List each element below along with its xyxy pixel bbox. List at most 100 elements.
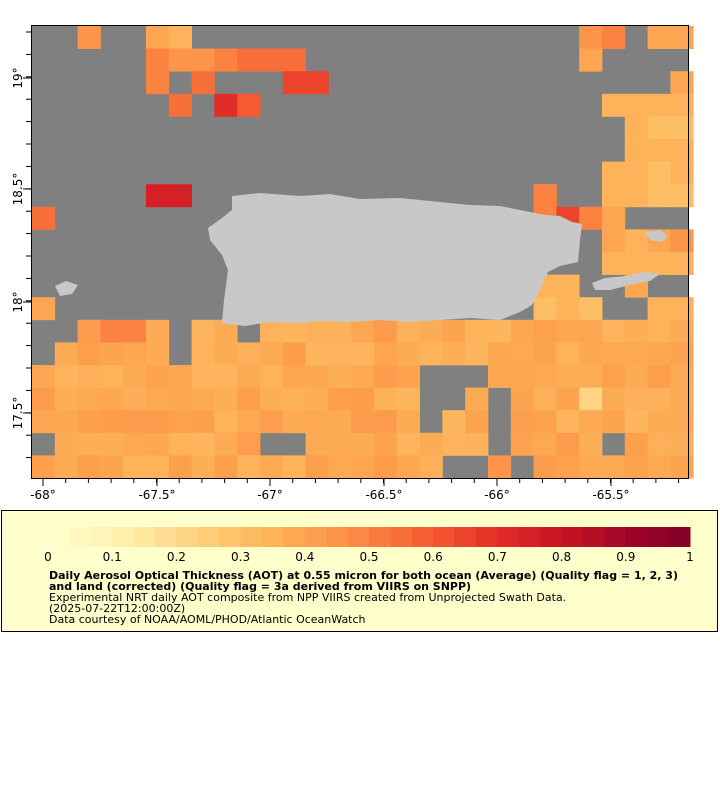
- x-tick-label: -68°: [30, 488, 56, 500]
- aot-cell: [647, 432, 671, 456]
- colorbar-block: [155, 527, 177, 547]
- aot-cell: [624, 252, 648, 275]
- colorbar-block: [454, 527, 477, 547]
- aot-cell: [374, 410, 398, 434]
- aot-cell: [146, 365, 170, 388]
- aot-cell: [624, 365, 648, 388]
- aot-cell: [328, 365, 352, 388]
- colorbar-block: [390, 527, 413, 547]
- colorbar-block: [433, 527, 456, 547]
- colorbar-tick-label: 0.9: [616, 550, 635, 564]
- aot-cell: [168, 365, 192, 388]
- aot-cell: [168, 26, 192, 49]
- aot-cell: [305, 342, 329, 366]
- aot-cell: [670, 319, 694, 343]
- map-ticks: [23, 31, 680, 486]
- aot-cell: [670, 139, 694, 162]
- aot-cell: [442, 410, 466, 434]
- aot-cell: [54, 432, 78, 456]
- x-tick-label: -65.5°: [592, 488, 629, 500]
- aot-cell: [510, 342, 534, 366]
- colorbar: 0 0.1 0.2 0.3 0.4 0.5 0.6 0.7 0.8 0.9 1: [44, 527, 694, 564]
- aot-cell: [374, 455, 398, 479]
- colorbar-block: [668, 527, 691, 547]
- colorbar-block: [197, 527, 220, 547]
- aot-cell: [146, 26, 170, 49]
- aot-cell: [510, 432, 534, 456]
- aot-cell: [670, 455, 694, 479]
- aot-cell: [214, 48, 238, 72]
- colorbar-tick-label: 0.2: [167, 550, 186, 564]
- colorbar-block: [625, 527, 648, 547]
- aot-cell: [556, 342, 580, 366]
- aot-cell: [328, 342, 352, 366]
- aot-cell: [488, 455, 512, 479]
- aot-cell: [670, 71, 694, 95]
- aot-cell: [168, 48, 192, 72]
- aot-cell: [77, 410, 101, 434]
- latitude-labels: 19° 18.5° 18° 17.5°: [11, 67, 25, 429]
- aot-cell: [77, 26, 101, 49]
- aot-cell: [488, 342, 512, 366]
- aot-cell: [624, 161, 648, 185]
- aot-cell: [670, 161, 694, 185]
- aot-cell: [579, 387, 603, 411]
- aot-cell: [146, 455, 170, 479]
- aot-cell: [100, 410, 124, 434]
- aot-cell: [305, 432, 329, 456]
- colorbar-block: [304, 527, 327, 547]
- aot-cell: [579, 365, 603, 388]
- aot-cell: [351, 365, 375, 388]
- aot-cell: [670, 410, 694, 434]
- colorbar-tick-label: 0.3: [231, 550, 250, 564]
- aot-cell: [305, 455, 329, 479]
- aot-cell: [533, 342, 557, 366]
- aot-cell: [670, 116, 694, 140]
- x-tick-label: -66°: [484, 488, 510, 500]
- aot-cell: [396, 410, 420, 434]
- colorbar-tick-label: 0.1: [103, 550, 122, 564]
- aot-cell: [237, 387, 261, 411]
- colorbar-block: [347, 527, 370, 547]
- x-tick-label: -67.5°: [138, 488, 175, 500]
- aot-cell: [670, 26, 694, 49]
- aot-cell: [328, 319, 352, 343]
- aot-cell: [533, 432, 557, 456]
- aot-cell: [282, 71, 306, 95]
- aot-cell: [237, 48, 261, 72]
- aot-cell: [647, 319, 671, 343]
- legend-text: Daily Aerosol Optical Thickness (AOT) at…: [49, 570, 689, 625]
- longitude-labels: -68° -67.5° -67° -66.5° -66° -65.5°: [30, 488, 629, 500]
- aot-cell: [556, 455, 580, 479]
- aot-cell: [54, 410, 78, 434]
- colorbar-block: [604, 527, 627, 547]
- aot-cell: [602, 387, 626, 411]
- aot-cell: [351, 455, 375, 479]
- aot-cell: [282, 319, 306, 343]
- aot-cell: [442, 342, 466, 366]
- aot-cell: [670, 365, 694, 388]
- aot-cell: [351, 342, 375, 366]
- aot-cell: [168, 387, 192, 411]
- aot-cell: [54, 387, 78, 411]
- aot-cell: [647, 26, 671, 49]
- aot-cell: [602, 229, 626, 253]
- aot-cell: [77, 365, 101, 388]
- aot-cell: [374, 342, 398, 366]
- aot-cell: [191, 432, 215, 456]
- x-tick-label: -66.5°: [365, 488, 402, 500]
- aot-cell: [328, 432, 352, 456]
- colorbar-block: [369, 527, 391, 547]
- legend-description: Experimental NRT daily AOT composite fro…: [49, 591, 567, 604]
- aot-cell: [579, 410, 603, 434]
- aot-cell: [465, 410, 489, 434]
- aot-cell: [602, 342, 626, 366]
- aot-cell: [579, 342, 603, 366]
- aot-cell: [533, 455, 557, 479]
- aot-cell: [670, 184, 694, 208]
- aot-map: -68° -67.5° -67° -66.5° -66° -65.5° 19°18.5°1…: [11, 25, 694, 500]
- legend-title: Daily Aerosol Optical Thickness (AOT) at…: [49, 569, 678, 593]
- colorbar-tick-label: 0.8: [552, 550, 571, 564]
- aot-cell: [533, 297, 557, 321]
- colorbar-block: [133, 527, 156, 547]
